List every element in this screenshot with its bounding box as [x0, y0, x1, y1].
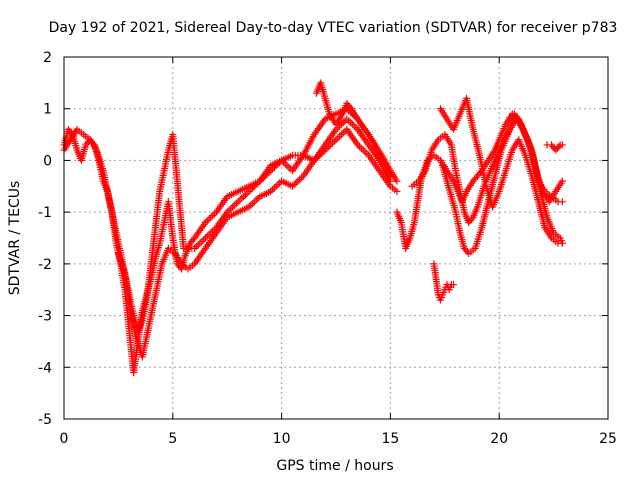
data-point — [558, 239, 566, 247]
data-point-interp — [189, 236, 197, 244]
data-point — [558, 141, 566, 149]
series-trace-h — [439, 110, 566, 258]
data-point — [393, 187, 401, 195]
data-points — [60, 79, 566, 376]
y-axis-label: SDTVAR / TECUs — [7, 181, 23, 296]
chart-title: Day 192 of 2021, Sidereal Day-to-day VTE… — [49, 20, 618, 36]
data-point-interp — [468, 215, 476, 223]
x-tick-label: 5 — [168, 431, 177, 447]
data-point — [450, 281, 458, 289]
data-point-interp — [555, 143, 563, 151]
data-point — [386, 177, 394, 185]
x-tick-label: 25 — [599, 431, 617, 447]
data-point — [558, 198, 566, 206]
x-tick-label: 0 — [60, 431, 69, 447]
data-point-interp — [346, 103, 354, 111]
x-tick-label: 10 — [273, 431, 291, 447]
y-tick-label: 2 — [43, 50, 52, 66]
x-axis-label: GPS time / hours — [276, 458, 393, 474]
series-trace-j — [543, 141, 566, 154]
y-tick-label: -4 — [38, 360, 52, 376]
data-point — [393, 177, 401, 185]
y-tick-label: -1 — [38, 205, 52, 221]
series-trace-i — [430, 260, 458, 304]
y-tick-label: 1 — [43, 102, 52, 118]
y-tick-label: -2 — [38, 257, 52, 273]
data-point-interp — [363, 129, 371, 137]
y-tick-label: -3 — [38, 309, 52, 325]
series-trace-d — [312, 79, 401, 185]
series-trace-c — [114, 115, 394, 361]
plot-frame — [63, 56, 609, 420]
x-tick-label: 15 — [381, 431, 399, 447]
x-tick-label: 20 — [490, 431, 508, 447]
data-point — [558, 177, 566, 185]
y-tick-label: -5 — [38, 412, 52, 428]
y-tick-label: 0 — [43, 153, 52, 169]
